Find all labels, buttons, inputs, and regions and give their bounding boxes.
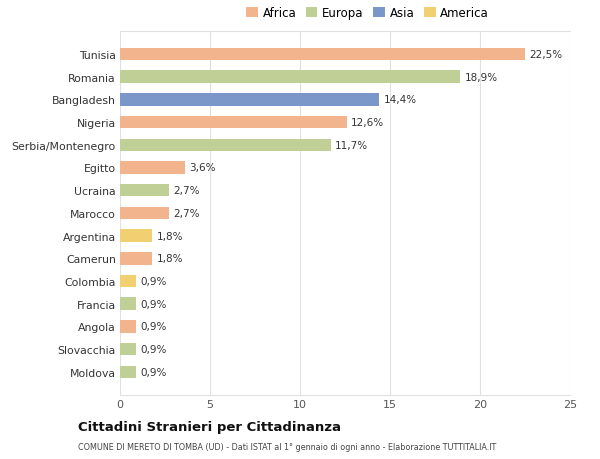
Bar (120, 71, 460, 84)
Text: 18,9%: 18,9% (465, 73, 498, 83)
Text: COMUNE DI MERETO DI TOMBA (UD) - Dati ISTAT al 1° gennaio di ogni anno - Elabora: COMUNE DI MERETO DI TOMBA (UD) - Dati IS… (78, 442, 496, 451)
Text: 0,9%: 0,9% (140, 276, 167, 286)
Bar (120, 49, 525, 61)
Bar (120, 275, 136, 288)
Text: 1,8%: 1,8% (157, 254, 184, 264)
Text: 0,9%: 0,9% (140, 299, 167, 309)
Text: 14,4%: 14,4% (384, 95, 417, 105)
Text: 11,7%: 11,7% (335, 140, 368, 151)
Bar (120, 94, 379, 106)
Bar (120, 230, 152, 242)
Text: 1,8%: 1,8% (157, 231, 184, 241)
Bar (120, 185, 169, 197)
Text: 0,9%: 0,9% (140, 344, 167, 354)
Bar (120, 343, 136, 356)
Bar (120, 139, 331, 151)
Text: 3,6%: 3,6% (190, 163, 216, 173)
Text: 12,6%: 12,6% (351, 118, 385, 128)
Text: 0,9%: 0,9% (140, 322, 167, 332)
Text: 2,7%: 2,7% (173, 208, 200, 218)
Text: 22,5%: 22,5% (530, 50, 563, 60)
Bar (120, 207, 169, 220)
Text: Cittadini Stranieri per Cittadinanza: Cittadini Stranieri per Cittadinanza (78, 420, 341, 433)
Text: 0,9%: 0,9% (140, 367, 167, 377)
Bar (120, 298, 136, 310)
Bar (120, 252, 152, 265)
Bar (120, 320, 136, 333)
Legend: Africa, Europa, Asia, America: Africa, Europa, Asia, America (244, 5, 491, 22)
Text: 2,7%: 2,7% (173, 186, 200, 196)
Bar (120, 366, 136, 378)
Bar (120, 162, 185, 174)
Bar (120, 117, 347, 129)
